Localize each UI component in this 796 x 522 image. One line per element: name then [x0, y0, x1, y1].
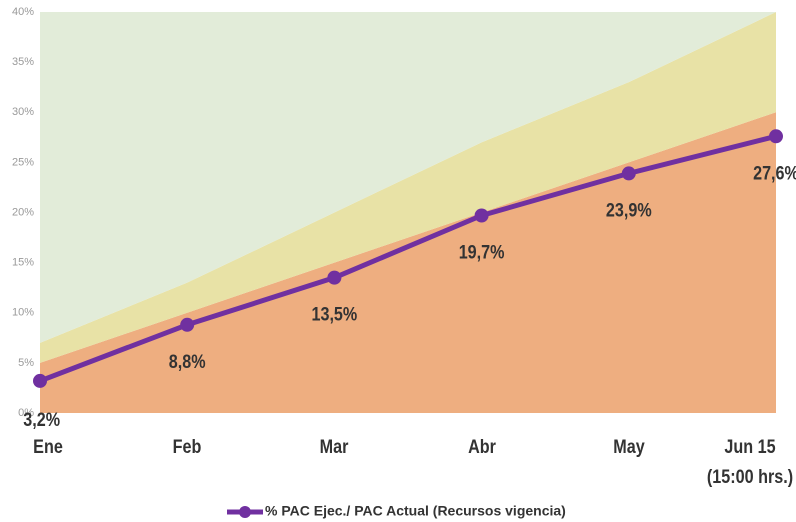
legend-label: % PAC Ejec./ PAC Actual (Recursos vigenc…	[265, 503, 566, 519]
point	[180, 317, 195, 332]
y-tick-label: 35%	[12, 56, 34, 68]
y-tick-label: 0%	[18, 407, 34, 419]
y-tick-label: 15%	[12, 257, 34, 269]
y-tick-label: 25%	[12, 156, 34, 168]
data-label: 8,8%	[169, 351, 206, 373]
y-tick-label: 5%	[18, 357, 34, 369]
x-tick-label: Feb	[172, 437, 202, 458]
data-label: 3,2%	[23, 409, 60, 431]
x-tick-label: Jun 15 (15:00 hrs.)	[706, 437, 794, 488]
x-tick-label: Mar	[320, 437, 349, 458]
point	[327, 270, 342, 285]
data-label: 27,6%	[753, 162, 796, 184]
y-tick-label: 20%	[12, 206, 34, 218]
x-tick-label: Abr	[467, 437, 496, 458]
area	[40, 12, 776, 363]
area	[40, 112, 776, 413]
data-label: 19,7%	[459, 241, 505, 263]
data-label: 23,9%	[606, 199, 652, 221]
data-label: 13,5%	[312, 303, 358, 325]
legend-marker	[239, 506, 251, 518]
area	[40, 12, 776, 343]
point	[33, 373, 47, 388]
point	[474, 208, 489, 223]
x-tick-label: May	[613, 437, 645, 458]
y-tick-label: 10%	[12, 307, 34, 319]
point	[769, 129, 783, 144]
y-tick-label: 30%	[12, 106, 34, 118]
x-tick-label: Ene	[33, 437, 63, 458]
line	[39, 133, 777, 384]
y-tick-label: 40%	[12, 6, 34, 18]
point	[621, 166, 636, 181]
